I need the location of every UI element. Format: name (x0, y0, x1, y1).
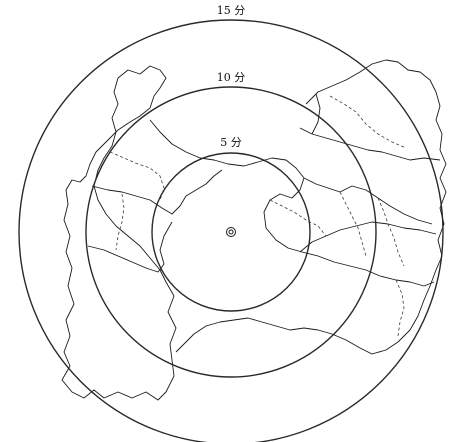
left-landmass-outline (61, 65, 177, 401)
interior-boundary-6 (311, 93, 321, 135)
dashed-boundary-4 (339, 191, 367, 257)
dashed-boundary-3 (329, 95, 407, 149)
right-landmass-outline (175, 59, 447, 355)
ring-10-minutes (85, 86, 377, 378)
ring-label-5: 5 分 (220, 136, 242, 149)
isochrone-rings (18, 19, 444, 442)
ring-5-minutes (151, 152, 311, 312)
dashed-boundary-1 (109, 151, 165, 201)
ring-label-15: 15 分 (217, 4, 246, 17)
dashed-boundary-6 (269, 199, 327, 237)
interior-boundary-5 (299, 127, 441, 161)
dashed-boundary-2 (115, 193, 125, 251)
central-region-outline (149, 119, 435, 287)
interior-boundary-1 (91, 169, 223, 215)
interior-boundary-3 (299, 221, 437, 253)
dashed-boundary-7 (395, 279, 405, 337)
interior-boundary-4 (303, 177, 433, 225)
ring-label-10: 10 分 (217, 71, 246, 84)
land-boundaries (61, 59, 447, 401)
target-marker (226, 227, 236, 237)
ring-15-minutes (18, 19, 444, 442)
ring-labels: 15 分 10 分 5 分 (211, 3, 251, 149)
dashed-boundary-5 (377, 197, 405, 267)
interior-boundary-2 (87, 221, 173, 273)
